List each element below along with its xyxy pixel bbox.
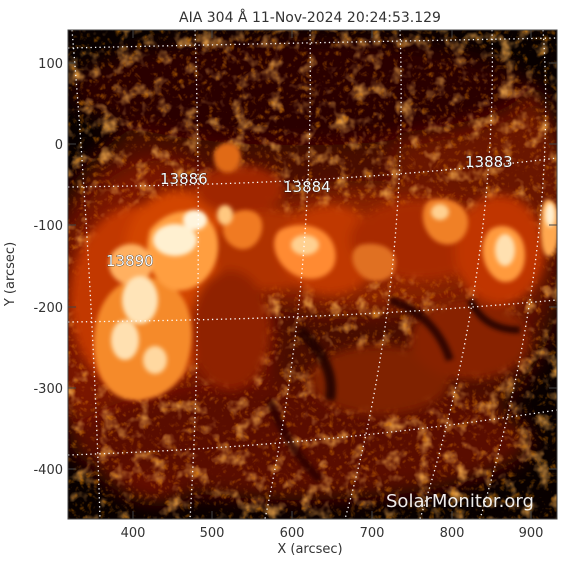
y-tick-label: -400 bbox=[33, 463, 63, 478]
active-region-label: 13883 bbox=[465, 153, 513, 171]
y-tick-label: 0 bbox=[55, 138, 63, 153]
solarmonitor-watermark: SolarMonitor.org bbox=[386, 491, 534, 512]
plot-title: AIA 304 Å 11-Nov-2024 20:24:53.129 bbox=[179, 9, 441, 26]
active-region-label: 13884 bbox=[283, 178, 331, 196]
y-tick-label: -300 bbox=[33, 382, 63, 397]
active-region-label: 13886 bbox=[160, 170, 208, 188]
x-axis-tick-marks bbox=[132, 30, 532, 519]
active-region-label: 13890 bbox=[106, 252, 154, 270]
x-tick-label: 400 bbox=[121, 526, 146, 541]
hot-core-layer bbox=[111, 203, 555, 374]
x-axis-label: X (arcsec) bbox=[277, 542, 342, 557]
x-tick-label: 800 bbox=[440, 526, 465, 541]
x-tick-label: 600 bbox=[280, 526, 305, 541]
heliographic-grid bbox=[68, 30, 557, 519]
x-tick-label: 900 bbox=[519, 526, 544, 541]
plot-frame bbox=[67, 29, 558, 520]
x-tick-label: 500 bbox=[200, 526, 225, 541]
x-tick-label: 700 bbox=[360, 526, 385, 541]
y-tick-label: 100 bbox=[38, 57, 63, 72]
y-tick-label: -100 bbox=[33, 219, 63, 234]
y-axis-label: Y (arcsec) bbox=[3, 242, 18, 307]
solar-image-area: 13886 13884 13883 13890 SolarMonitor.org bbox=[68, 30, 557, 519]
filament-layer bbox=[266, 296, 521, 483]
y-axis-tick-marks bbox=[68, 62, 557, 470]
y-tick-label: -200 bbox=[33, 301, 63, 316]
